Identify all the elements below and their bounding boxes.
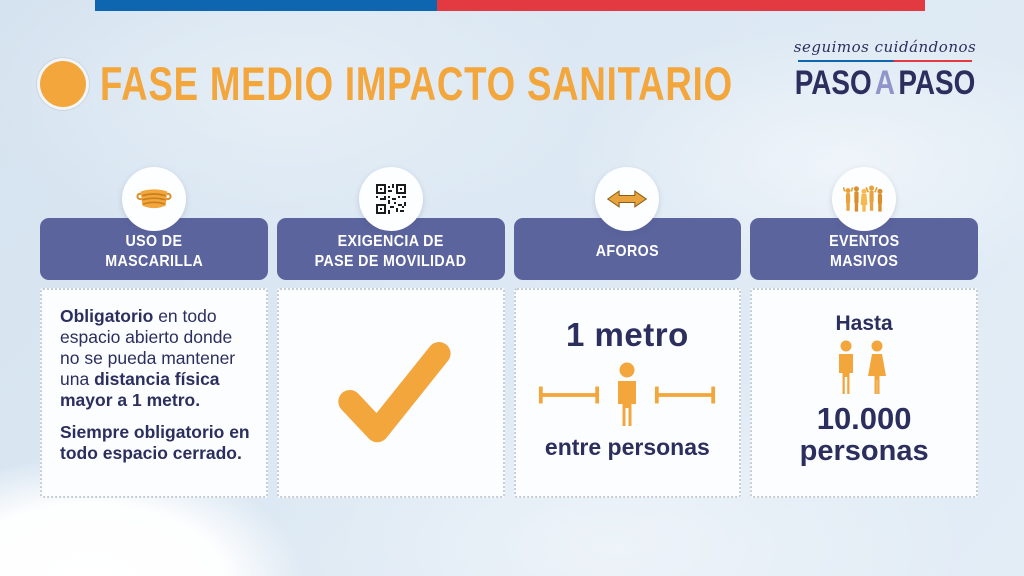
people-pair-graphic bbox=[830, 340, 898, 401]
logo-wordmark: PASO A PASO bbox=[795, 64, 976, 103]
column-header-aforos: AFOROS bbox=[513, 218, 742, 280]
header-line: USO DE bbox=[125, 233, 183, 251]
person-icon bbox=[618, 362, 637, 426]
logo-tagline: seguimos cuidándonos bbox=[793, 38, 977, 56]
man-woman-icon bbox=[839, 340, 887, 394]
logo-word-paso1: PASO bbox=[794, 64, 872, 102]
double-arrow-icon bbox=[607, 190, 648, 208]
logo-word-a: A bbox=[874, 64, 896, 102]
mask-icon-circle bbox=[121, 167, 186, 231]
mask-rule-paragraph: Obligatorio en todo espacio abierto dond… bbox=[60, 306, 252, 411]
column-mascarilla: USO DE MASCARILLA Obligatorio en todo es… bbox=[40, 167, 268, 498]
header-line: EVENTOS bbox=[828, 233, 900, 251]
qr-code-icon bbox=[375, 184, 406, 214]
columns-container: USO DE MASCARILLA Obligatorio en todo es… bbox=[40, 167, 978, 498]
text-segment: en todo espacio abierto donde no se pued… bbox=[60, 306, 236, 389]
column-eventos: EVENTOS MASIVOS Hasta 10.000 bbox=[750, 167, 978, 498]
card-aforos: 1 metro bbox=[513, 288, 742, 498]
text-segment: distancia física mayor a 1 metro. bbox=[60, 369, 220, 410]
flag-bar-blue bbox=[95, 0, 437, 11]
distance-caption: entre personas bbox=[544, 434, 710, 460]
distance-headline: 1 metro bbox=[566, 316, 689, 353]
eventos-capacity-number: 10.000 bbox=[816, 401, 912, 436]
column-aforos: AFOROS 1 metro bbox=[513, 167, 742, 498]
header-line: EXIGENCIA DE bbox=[337, 233, 444, 251]
flag-bar-red bbox=[437, 0, 925, 11]
measure-line-icon bbox=[539, 386, 600, 404]
eventos-limit-label: Hasta bbox=[835, 312, 893, 335]
measure-line-icon bbox=[655, 386, 716, 404]
checkmark-icon bbox=[337, 342, 451, 443]
header-line: PASE DE MOVILIDAD bbox=[314, 253, 467, 270]
qr-icon-circle bbox=[358, 167, 423, 231]
card-eventos: Hasta 10.000 personas bbox=[750, 288, 978, 498]
aforos-icon-circle bbox=[595, 167, 660, 231]
eventos-icon-circle bbox=[832, 167, 897, 231]
title-row: FASE MEDIO IMPACTO SANITARIO bbox=[40, 56, 911, 111]
header-line: MASCARILLA bbox=[104, 253, 203, 270]
header-line: AFOROS bbox=[595, 243, 659, 261]
distance-graphic bbox=[538, 362, 716, 428]
header-line: MASIVOS bbox=[829, 253, 899, 270]
text-segment: Obligatorio bbox=[60, 306, 159, 326]
card-pase-movilidad bbox=[276, 288, 505, 498]
logo-divider-line bbox=[798, 60, 972, 62]
page-title: FASE MEDIO IMPACTO SANITARIO bbox=[100, 57, 733, 110]
eventos-capacity-unit: personas bbox=[799, 434, 929, 467]
logo-word-paso2: PASO bbox=[898, 64, 976, 102]
crowd-icon bbox=[843, 185, 883, 212]
paso-a-paso-logo: seguimos cuidándonos PASO A PASO bbox=[790, 38, 980, 103]
mask-icon bbox=[136, 189, 172, 209]
title-bullet-icon bbox=[40, 60, 86, 107]
card-mascarilla: Obligatorio en todo espacio abierto dond… bbox=[40, 288, 268, 498]
column-pase-movilidad: EXIGENCIA DE PASE DE MOVILIDAD bbox=[276, 167, 505, 498]
mask-rule-paragraph-2: Siempre obligatorio en todo espacio cerr… bbox=[60, 422, 250, 463]
column-header-pase: EXIGENCIA DE PASE DE MOVILIDAD bbox=[276, 218, 505, 280]
